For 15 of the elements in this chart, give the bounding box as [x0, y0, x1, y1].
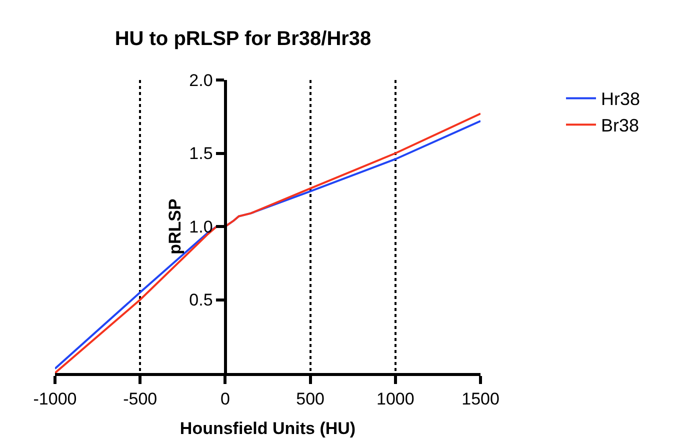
y-tick-label: 0.5 [189, 290, 213, 310]
legend-label: Br38 [601, 116, 640, 136]
y-tick-label: 2.0 [189, 70, 213, 90]
legend-label: Hr38 [601, 89, 640, 110]
x-tick-label: 1500 [462, 389, 500, 408]
x-tick-label: -1000 [33, 389, 77, 408]
y-tick-label: 1.0 [189, 217, 213, 236]
x-tick-label: -500 [123, 389, 158, 408]
chart-title: HU to pRLSP for Br38/Hr38 [114, 28, 372, 50]
y-tick-label: 1.5 [189, 144, 213, 164]
x-tick-label: 0 [220, 389, 230, 408]
x-tick-label: 500 [296, 389, 324, 408]
x-axis-title: Hounsfield Units (HU) [180, 418, 356, 438]
y-axis-title: pRLSP [166, 198, 185, 254]
x-tick-label: 1000 [376, 389, 414, 408]
